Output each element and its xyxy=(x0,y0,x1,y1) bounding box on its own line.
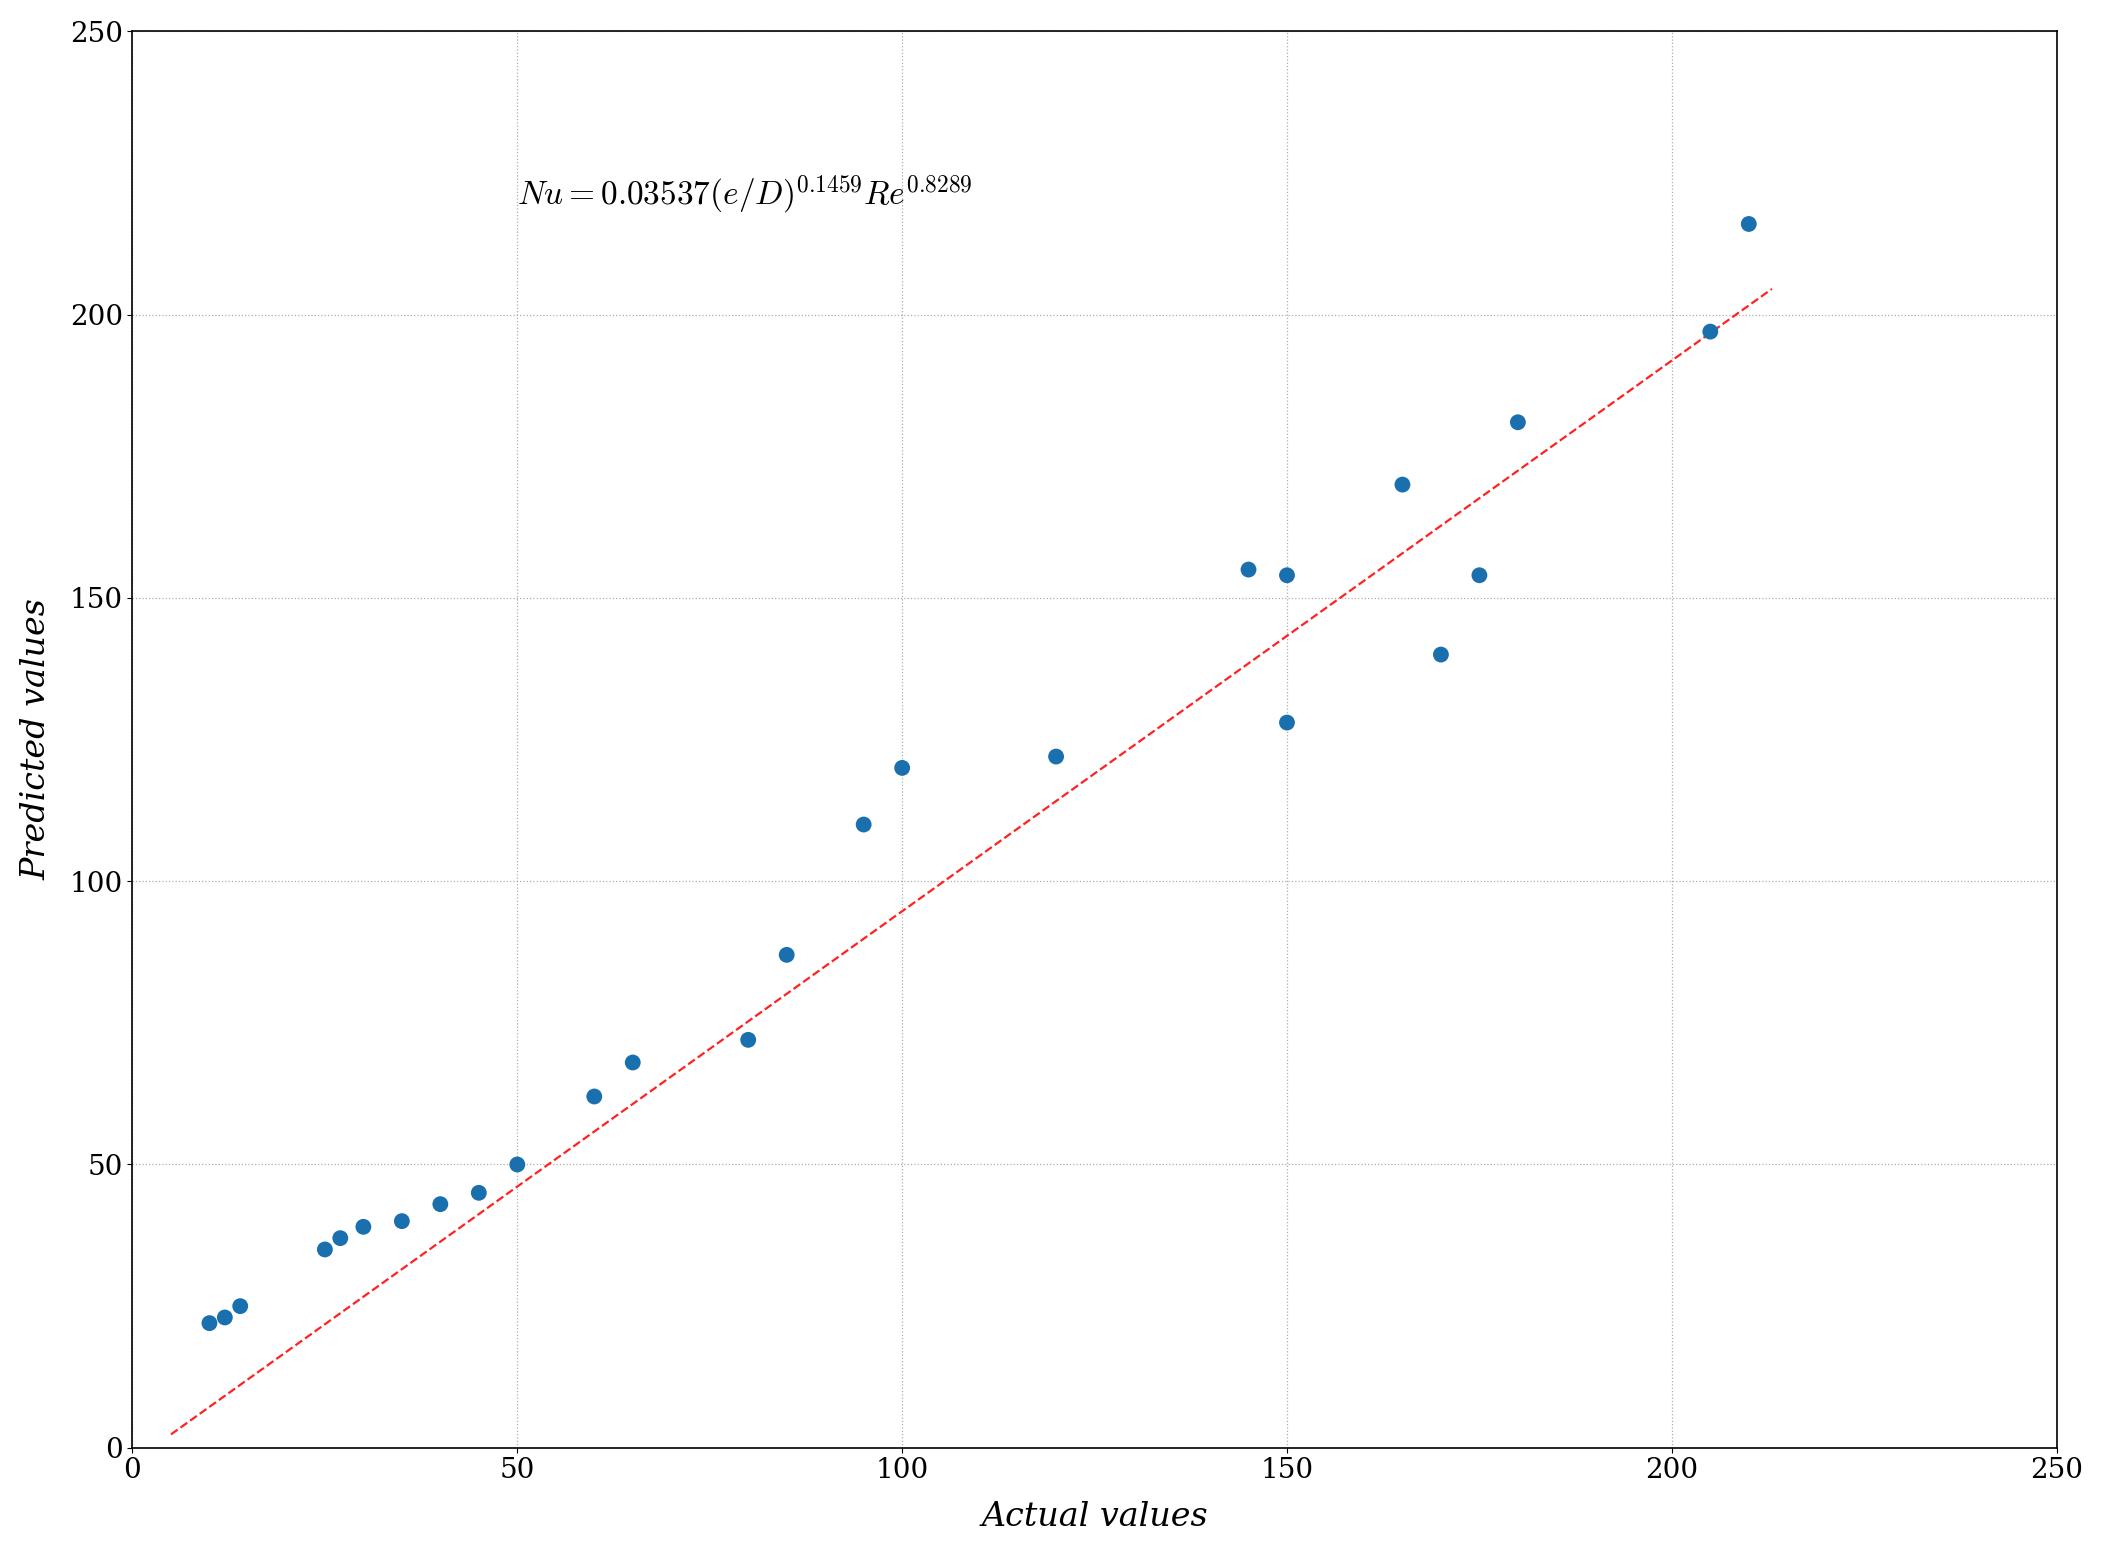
X-axis label: Actual values: Actual values xyxy=(980,1501,1208,1534)
Point xyxy=(770,942,804,967)
Point xyxy=(1462,563,1496,587)
Point xyxy=(1694,319,1727,343)
Point xyxy=(223,1293,257,1318)
Point xyxy=(1039,744,1073,769)
Point xyxy=(732,1027,766,1052)
Point xyxy=(463,1181,497,1206)
Point xyxy=(616,1051,650,1075)
Point xyxy=(194,1310,227,1335)
Text: $Nu = 0.03537(e / D)^{0.1459} Re^{0.8289}$: $Nu = 0.03537(e / D)^{0.1459} Re^{0.8289… xyxy=(518,172,972,216)
Y-axis label: Predicted values: Predicted values xyxy=(21,598,53,881)
Point xyxy=(1424,642,1458,667)
Point xyxy=(324,1226,358,1251)
Point xyxy=(208,1305,242,1330)
Point xyxy=(1271,563,1304,587)
Point xyxy=(846,813,879,838)
Point xyxy=(576,1085,610,1110)
Point xyxy=(501,1152,534,1176)
Point xyxy=(1387,472,1420,497)
Point xyxy=(347,1214,381,1239)
Point xyxy=(1271,710,1304,735)
Point xyxy=(886,755,919,780)
Point xyxy=(1732,211,1765,236)
Point xyxy=(1500,410,1534,435)
Point xyxy=(385,1209,419,1234)
Point xyxy=(307,1237,341,1262)
Point xyxy=(1231,558,1265,583)
Point xyxy=(423,1192,457,1217)
